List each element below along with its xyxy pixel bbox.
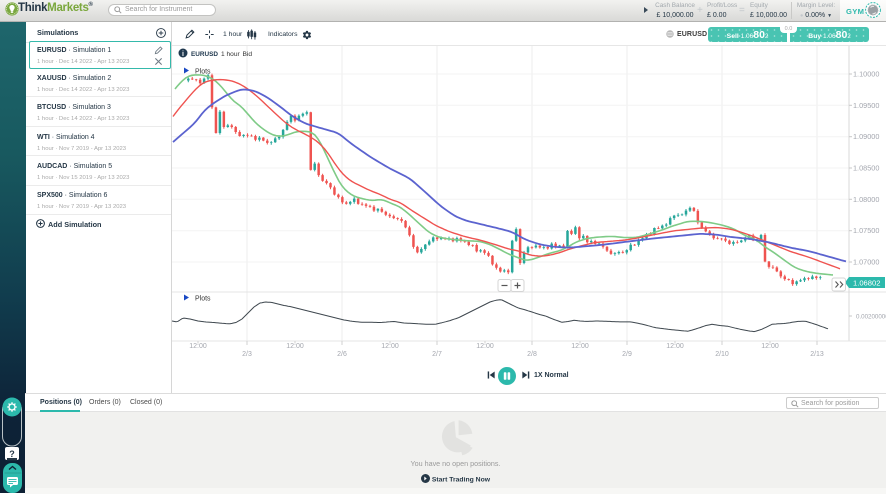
svg-text:1.09500: 1.09500 [853,101,879,110]
svg-text:2/13: 2/13 [810,351,824,358]
svg-text:2/10: 2/10 [715,351,729,358]
svg-text:EURUSD: EURUSD [191,51,218,58]
svg-text:1.06802: 1.06802 [853,279,880,288]
svg-text:Plots: Plots [195,69,211,76]
svg-text:12:00: 12:00 [381,343,399,350]
svg-text:12:00: 12:00 [189,343,207,350]
svg-text:1.10000: 1.10000 [853,70,879,79]
svg-text:12:00: 12:00 [571,343,589,350]
svg-text:12:00: 12:00 [286,343,304,350]
svg-text:1.09000: 1.09000 [853,132,879,141]
svg-text:2/6: 2/6 [337,351,347,358]
svg-text:i: i [182,51,184,58]
svg-text:2/3: 2/3 [242,351,252,358]
svg-text:2/7: 2/7 [432,351,442,358]
svg-text:1 hour: 1 hour [221,51,241,58]
svg-text:0.00200000: 0.00200000 [856,314,886,321]
svg-text:Plots: Plots [195,296,211,303]
svg-text:?: ? [9,449,15,459]
svg-text:1.08500: 1.08500 [853,164,879,173]
svg-text:1.07500: 1.07500 [853,226,879,235]
svg-text:12:00: 12:00 [761,343,779,350]
svg-text:12:00: 12:00 [666,343,684,350]
svg-text:1.07000: 1.07000 [853,258,879,267]
svg-text:1.08000: 1.08000 [853,195,879,204]
svg-text:Bid: Bid [243,51,253,58]
svg-text:2/8: 2/8 [527,351,537,358]
svg-text:12:00: 12:00 [476,343,494,350]
svg-text:2/9: 2/9 [622,351,632,358]
